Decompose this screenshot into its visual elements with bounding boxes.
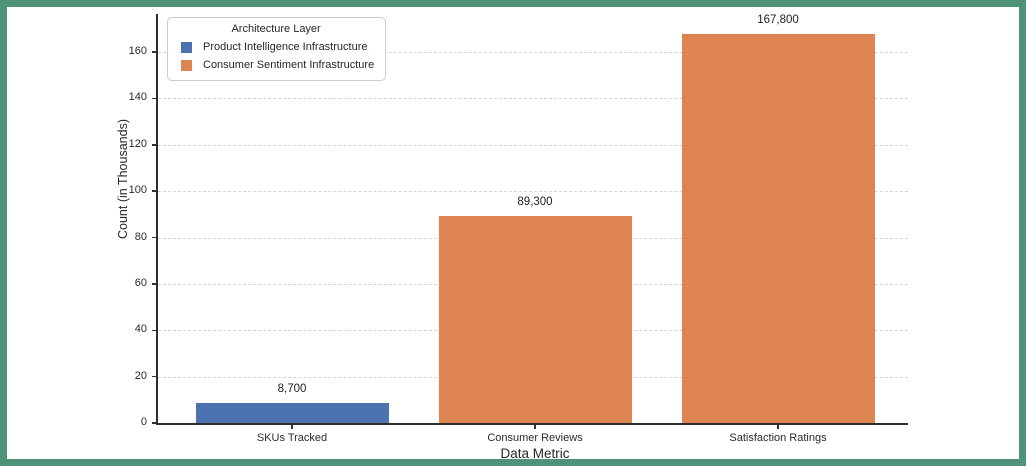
y-tick-mark	[152, 97, 158, 100]
x-tick-label: Consumer Reviews	[487, 432, 583, 444]
y-tick-mark	[152, 144, 158, 146]
x-axis-spine	[156, 423, 908, 425]
y-tick-mark	[152, 190, 158, 192]
y-tick-label: 40	[134, 323, 147, 336]
y-tick-label: 100	[128, 184, 147, 197]
x-axis-title: Data Metric	[500, 446, 570, 461]
x-tick-mark	[291, 423, 293, 429]
legend: Architecture Layer Product Intelligence …	[167, 17, 387, 81]
y-tick-mark	[152, 51, 158, 53]
legend-title: Architecture Layer	[231, 23, 321, 35]
y-axis-spine	[156, 14, 158, 425]
legend-item: Consumer Sentiment Infrastructure	[178, 56, 374, 74]
gridline	[158, 144, 908, 146]
bar-value-label: 89,300	[517, 195, 553, 208]
x-tick-label: Satisfaction Ratings	[729, 432, 827, 444]
legend-item-label: Product Intelligence Infrastructure	[203, 41, 368, 53]
bar-value-label: 8,700	[277, 382, 307, 395]
x-tick-mark	[777, 423, 779, 429]
legend-item-label: Consumer Sentiment Infrastructure	[203, 59, 375, 71]
y-tick-mark	[152, 329, 158, 331]
y-tick-mark	[152, 422, 158, 424]
bar-satisfaction-ratings	[681, 33, 875, 423]
x-tick-label: SKUs Tracked	[256, 432, 328, 444]
bar-value-label: 167,800	[757, 13, 799, 26]
y-tick-label: 80	[134, 230, 147, 243]
bar-skus-tracked	[195, 402, 389, 423]
bar-consumer-reviews	[438, 215, 632, 423]
y-tick-label: 140	[128, 91, 147, 104]
y-tick-mark	[152, 375, 158, 378]
x-tick-mark	[534, 423, 536, 429]
gridline	[158, 191, 908, 193]
y-tick-label: 20	[134, 369, 147, 382]
legend-item: Product Intelligence Infrastructure	[178, 38, 374, 56]
gridline	[158, 52, 908, 53]
legend-swatch-icon	[181, 41, 192, 53]
y-tick-label: 160	[128, 45, 147, 57]
y-tick-mark	[152, 283, 158, 285]
gridline	[158, 98, 908, 100]
y-tick-label: 0	[140, 416, 147, 428]
legend-swatch-icon	[181, 59, 192, 71]
y-tick-mark	[152, 236, 158, 239]
y-tick-label: 120	[128, 137, 147, 150]
y-tick-label: 60	[134, 276, 147, 289]
